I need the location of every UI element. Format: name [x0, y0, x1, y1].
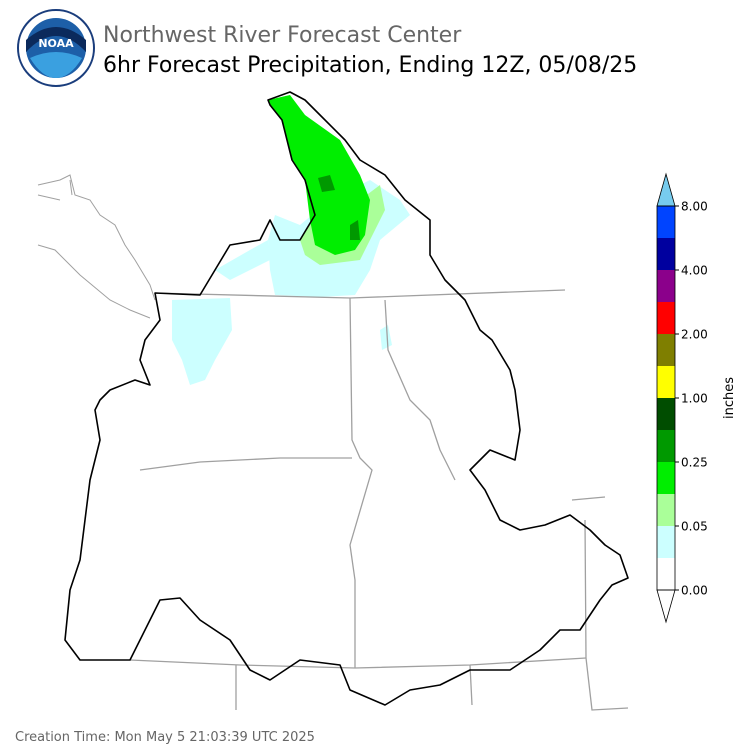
noaa-logo: NOAA [17, 9, 95, 87]
colorbar-segment [657, 526, 675, 558]
colorbar-tick-label: 2.00 [681, 328, 708, 342]
title: Northwest River Forecast Center [103, 23, 462, 48]
colorbar-segment [657, 430, 675, 462]
creation-time: Creation Time: Mon May 5 21:03:39 UTC 20… [15, 730, 315, 745]
colorbar-segment [657, 366, 675, 398]
colorbar-tick-label: 4.00 [681, 264, 708, 278]
colorbar-segment [657, 494, 675, 526]
colorbar-segment [657, 270, 675, 302]
colorbar-segment [657, 462, 675, 494]
colorbar-over [656, 172, 676, 207]
colorbar-tick-label: 8.00 [681, 200, 708, 214]
colorbar-segment [657, 558, 675, 590]
colorbar-tick-label: 1.00 [681, 392, 708, 406]
colorbar-tick-label: 0.05 [681, 520, 708, 534]
colorbar-tick-label: 0.25 [681, 456, 708, 470]
colorbar-under [656, 589, 676, 624]
basin-outline [64, 91, 629, 706]
logo-text: NOAA [38, 37, 74, 50]
colorbar-label: inches [722, 377, 737, 419]
colorbar-segment [657, 302, 675, 334]
colorbar: 0.00 0.05 0.25 1.00 2.00 4.00 8.00 [656, 172, 708, 624]
colorbar-segment [657, 238, 675, 270]
colorbar-segment [657, 398, 675, 430]
subtitle: 6hr Forecast Precipitation, Ending 12Z, … [103, 53, 637, 78]
colorbar-tick-label: 0.00 [681, 584, 708, 598]
precip-areas [172, 95, 410, 385]
colorbar-segment [657, 206, 675, 238]
state-boundaries [129, 289, 629, 711]
colorbar-segment [657, 334, 675, 366]
coastline [37, 174, 156, 319]
